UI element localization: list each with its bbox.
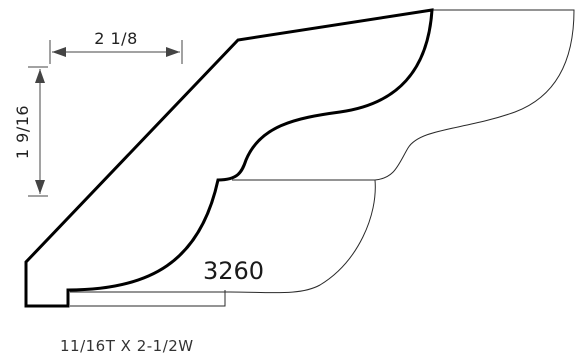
height-dimension: 1 9/16 — [13, 66, 48, 197]
height-arrow-top — [35, 69, 45, 83]
width-dimension: 2 1/8 — [49, 29, 183, 64]
profile-description: 11/16T X 2-1/2W — [60, 337, 194, 355]
height-arrow-bottom — [35, 180, 45, 194]
profile-code: 3260 — [203, 257, 264, 285]
main-profile-outline — [24, 8, 434, 308]
ghost-profile-outline — [70, 9, 575, 307]
width-label: 2 1/8 — [94, 29, 138, 48]
width-arrow-right — [166, 47, 180, 57]
width-arrow-left — [52, 47, 66, 57]
height-label: 1 9/16 — [13, 105, 32, 159]
